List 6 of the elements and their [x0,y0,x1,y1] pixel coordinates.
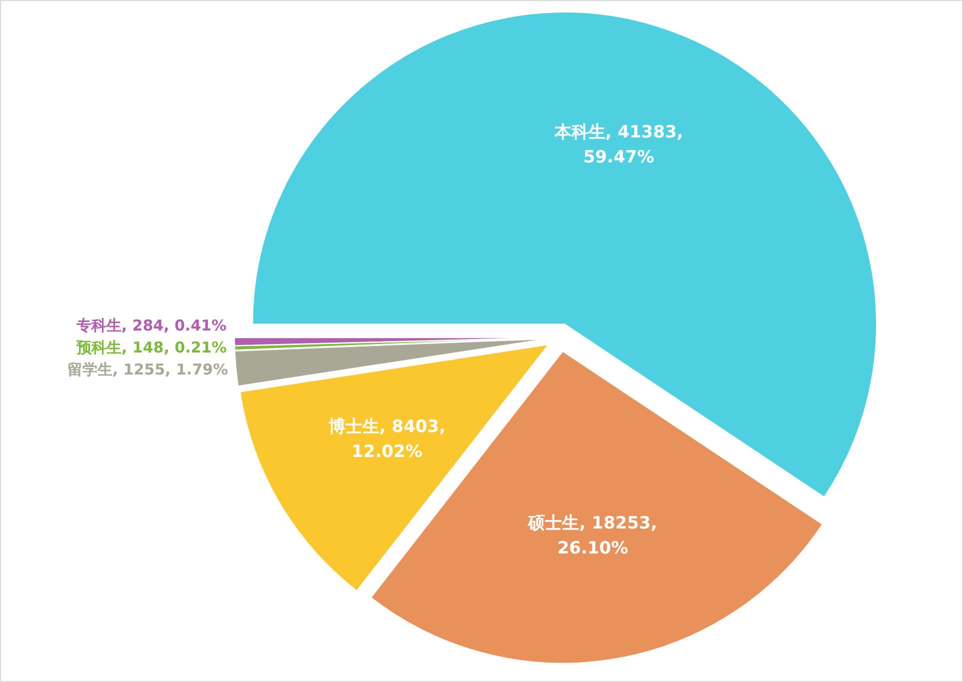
slice-label: 硕士生, 18253, 26.10% [527,514,658,559]
slice-label: 专科生, 284, 0.41% [75,316,227,334]
slice-label: 博士生, 8403, 12.02% [327,416,446,462]
slice-label: 留学生, 1255, 1.79% [67,360,228,378]
slice-label: 预科生, 148, 0.21% [75,338,227,356]
slice-label: 本科生, 41383, 59.47% [553,122,684,168]
